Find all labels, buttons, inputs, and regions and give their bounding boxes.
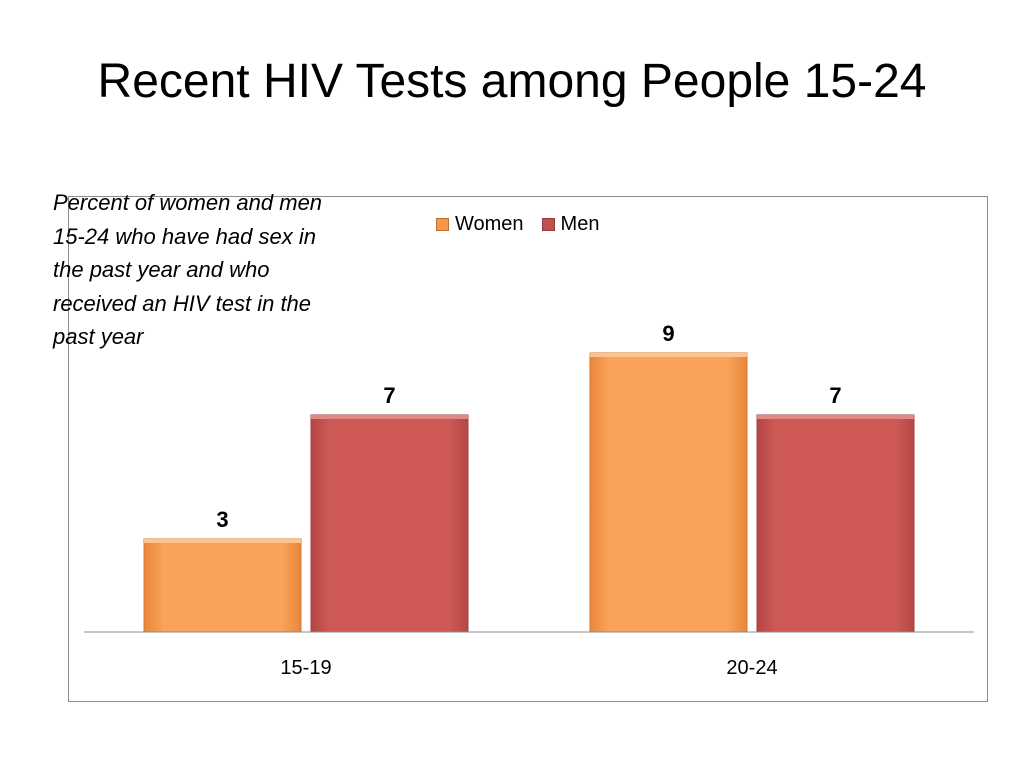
bar-top-bevel-men-20-24 <box>757 415 914 419</box>
data-label-women-20-24: 9 <box>662 321 674 346</box>
bar-top-bevel-women-20-24 <box>590 353 747 357</box>
x-tick-label-20-24: 20-24 <box>726 657 777 679</box>
legend-item-men: Men <box>541 212 600 236</box>
bar-men-20-24 <box>756 414 915 633</box>
chart-legend: Women Men <box>436 211 617 237</box>
bar-top-bevel-men-15-19 <box>311 415 468 419</box>
bar-women-20-24 <box>589 352 748 633</box>
data-label-women-15-19: 3 <box>216 507 228 532</box>
data-label-men-20-24: 7 <box>829 383 841 408</box>
bar-women-15-19 <box>143 538 302 633</box>
legend-item-women: Women <box>436 213 524 236</box>
legend-swatch-men <box>541 217 555 231</box>
x-tick-label-15-19: 15-19 <box>280 657 331 679</box>
bar-top-bevel-women-15-19 <box>144 539 301 543</box>
legend-label-men: Men <box>560 212 600 235</box>
legend-label-women: Women <box>455 212 524 235</box>
legend-swatch-women <box>436 217 449 231</box>
bar-men-15-19 <box>310 414 469 633</box>
slide-title: Recent HIV Tests among People 15-24 <box>97 55 927 108</box>
chart-caption: Percent of women and men 15-24 who have … <box>53 190 323 349</box>
data-label-men-15-19: 7 <box>383 383 395 408</box>
